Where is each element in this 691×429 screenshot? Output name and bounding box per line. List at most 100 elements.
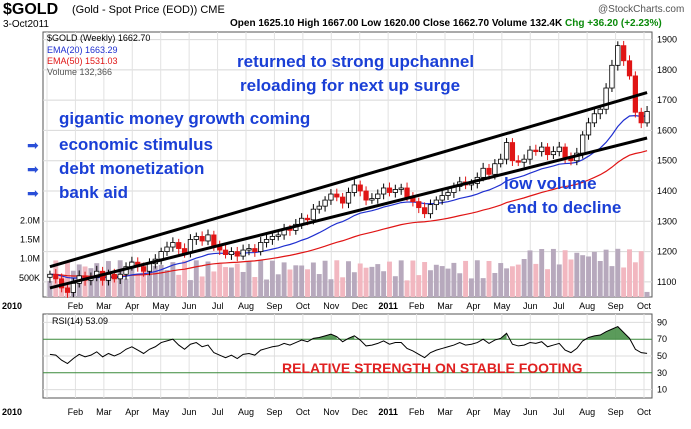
candle-body bbox=[263, 239, 270, 243]
volume-bar bbox=[527, 250, 533, 297]
change-value: Chg +36.20 (+2.23%) bbox=[565, 18, 662, 29]
candle-body bbox=[269, 236, 276, 240]
price-x-label: Jun bbox=[182, 301, 197, 311]
volume-bar bbox=[228, 267, 234, 297]
price-x-label: Oct bbox=[637, 301, 652, 311]
volume-bar bbox=[305, 269, 310, 297]
volume-tick-label: 2.0M bbox=[20, 215, 40, 225]
candle-body bbox=[597, 108, 603, 115]
price-x-label: Apr bbox=[466, 301, 480, 311]
candle-body bbox=[158, 251, 164, 260]
volume-bar bbox=[123, 278, 129, 297]
candle-body bbox=[392, 189, 398, 193]
price-x-label: Feb bbox=[409, 301, 425, 311]
candle-body bbox=[533, 149, 539, 153]
price-x-label: Sep bbox=[266, 301, 282, 311]
candle-body bbox=[328, 193, 334, 201]
volume-bar bbox=[445, 268, 451, 297]
candle-body bbox=[591, 113, 598, 124]
annotation-money-growth: gigantic money growth coming bbox=[59, 109, 311, 128]
volume-bar bbox=[433, 264, 439, 297]
rsi-tick-label: 90 bbox=[657, 317, 667, 327]
rsi-x-label: Sep bbox=[266, 407, 282, 417]
annotation-rsi: RELATIVE STRENGTH ON STABLE FOOTING bbox=[282, 360, 583, 376]
volume-bar bbox=[199, 276, 205, 297]
rsi-line bbox=[49, 326, 648, 365]
price-x-label: Mar bbox=[437, 301, 453, 311]
volume-bar bbox=[381, 271, 387, 297]
volume-bar bbox=[328, 279, 334, 297]
price-x-label: Oct bbox=[296, 301, 311, 311]
candle-body bbox=[340, 196, 346, 204]
candle-body bbox=[275, 234, 281, 237]
candle-body bbox=[427, 204, 434, 215]
volume-bar bbox=[299, 265, 305, 297]
volume-bar bbox=[480, 278, 486, 297]
candle-body bbox=[615, 45, 621, 66]
candle-body bbox=[222, 249, 229, 256]
annotation-end-decline: end to decline bbox=[507, 198, 622, 217]
candle-body bbox=[117, 273, 123, 280]
candle-body bbox=[357, 184, 363, 192]
price-x-label: Feb bbox=[68, 301, 84, 311]
rsi-x-label: 2011 bbox=[378, 407, 398, 417]
volume-bar bbox=[562, 250, 568, 297]
price-tick-label: 1500 bbox=[657, 156, 677, 166]
volume-bar bbox=[644, 291, 650, 297]
price-x-label: Nov bbox=[323, 301, 340, 311]
volume-bar bbox=[223, 267, 229, 297]
volume-bar bbox=[246, 261, 252, 297]
volume-bar bbox=[463, 260, 469, 297]
annotation-reloading: reloading for next up surge bbox=[240, 76, 461, 95]
rsi-tick-label: 30 bbox=[657, 368, 667, 378]
volume-bar bbox=[515, 264, 521, 297]
volume-bar bbox=[498, 263, 504, 297]
price-x-label: Sep bbox=[608, 301, 624, 311]
rsi-x-label: Feb bbox=[409, 407, 425, 417]
volume-bar bbox=[428, 270, 433, 297]
candle-body bbox=[258, 242, 264, 252]
price-x-label: Mar bbox=[96, 301, 112, 311]
site-credit: @StockCharts.com bbox=[598, 4, 685, 15]
volume-bar bbox=[252, 277, 258, 297]
legend-price: $GOLD (Weekly) 1662.70 bbox=[47, 33, 151, 43]
volume-bar bbox=[240, 271, 246, 297]
volume-bar bbox=[357, 263, 363, 297]
volume-bar bbox=[47, 280, 53, 297]
candle-body bbox=[398, 187, 404, 190]
volume-bar bbox=[550, 248, 556, 297]
arrow-right-icon: ➡ bbox=[27, 137, 39, 153]
volume-bar bbox=[457, 273, 463, 297]
price-x-label: Jul bbox=[553, 301, 565, 311]
volume-bar bbox=[509, 266, 515, 297]
price-tick-label: 1900 bbox=[657, 35, 677, 45]
candle-body bbox=[521, 158, 527, 163]
rsi-tick-label: 10 bbox=[657, 385, 667, 395]
candle-body bbox=[386, 187, 393, 193]
volume-bar bbox=[269, 260, 275, 297]
volume-bar bbox=[474, 260, 480, 297]
volume-bar bbox=[568, 259, 574, 297]
volume-bar bbox=[521, 259, 527, 297]
price-x-label: 2010 bbox=[2, 301, 22, 311]
rsi-x-label: Jul bbox=[212, 407, 224, 417]
rsi-x-label: Oct bbox=[296, 407, 311, 417]
rsi-x-label: Mar bbox=[437, 407, 453, 417]
candle-body bbox=[439, 195, 445, 201]
price-x-label: Aug bbox=[579, 301, 595, 311]
volume-bar bbox=[205, 261, 211, 297]
candle-body bbox=[550, 151, 557, 156]
volume-bar bbox=[556, 264, 562, 297]
volume-bar bbox=[111, 277, 117, 297]
volume-bar bbox=[621, 267, 627, 297]
candle-body bbox=[164, 246, 170, 252]
price-tick-label: 1300 bbox=[657, 216, 677, 226]
legend-ema50: EMA(50) 1531.03 bbox=[47, 56, 118, 66]
volume-bar bbox=[182, 260, 188, 297]
rsi-x-label: Aug bbox=[238, 407, 254, 417]
price-panel-frame bbox=[42, 31, 653, 298]
volume-bar bbox=[176, 274, 182, 297]
candle-body bbox=[64, 287, 71, 293]
volume-bar bbox=[533, 263, 539, 297]
price-x-label: Jul bbox=[212, 301, 224, 311]
